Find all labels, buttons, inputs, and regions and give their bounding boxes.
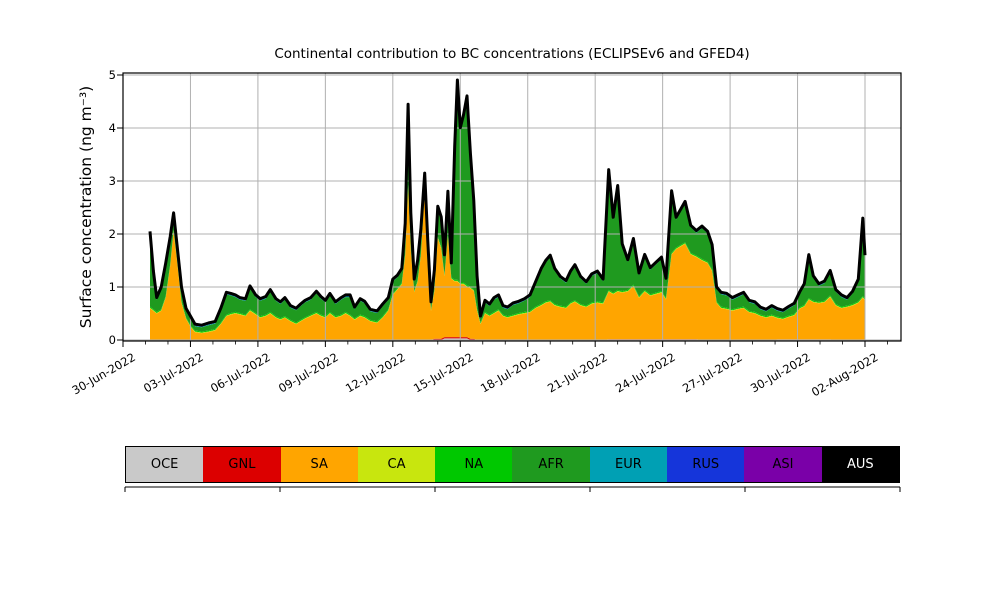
axes-frame (122, 72, 902, 342)
legend-item-ASI: ASI (744, 447, 822, 482)
legend-item-label: SA (310, 457, 328, 472)
area-series-GNL (150, 337, 865, 340)
axis-ticks (117, 74, 888, 347)
y-axis-label: Surface concentration (ng m⁻³) (77, 85, 95, 329)
legend-item-SA: SA (280, 447, 358, 482)
area-series-AUS (150, 80, 865, 326)
area-series-SA (150, 186, 865, 340)
legend-item-AFR: AFR (512, 447, 590, 482)
total-line (148, 78, 867, 327)
legend-item-AUS: AUS (821, 447, 899, 482)
area-series-AFR (150, 82, 865, 332)
legend-item-GNL: GNL (203, 447, 281, 482)
legend-item-label: CA (387, 457, 406, 472)
legend-item-RUS: RUS (667, 447, 745, 482)
legend-item-label: ASI (772, 457, 794, 472)
legend-item-label: NA (464, 457, 484, 472)
stacked-areas (150, 80, 865, 340)
y-tick-label: 5 (108, 67, 116, 82)
legend-item-EUR: EUR (589, 447, 668, 482)
legend-item-label: GNL (228, 457, 256, 472)
y-tick-label: 2 (108, 226, 116, 241)
grid (122, 73, 901, 341)
legend-item-CA: CA (357, 447, 436, 482)
legend-item-label: EUR (615, 457, 642, 472)
legend-strip: OCE GNL SA CA NA AFR EUR RUS ASI AUS (125, 446, 900, 483)
legend-item-label: AUS (846, 457, 874, 472)
legend-item-label: OCE (150, 457, 179, 472)
legend-axis (124, 486, 901, 492)
plot-title: Continental contribution to BC concentra… (274, 46, 750, 62)
y-tick-label: 0 (108, 332, 116, 347)
area-series-ASI (150, 80, 865, 326)
area-series-EUR (150, 81, 865, 328)
legend-item-label: RUS (692, 457, 720, 472)
legend-item-label: AFR (538, 457, 564, 472)
area-series-RUS (150, 80, 865, 327)
y-tick-label: 1 (108, 279, 116, 294)
y-tick-label: 3 (108, 173, 116, 188)
legend-item-NA: NA (435, 447, 513, 482)
legend-item-OCE: OCE (126, 447, 204, 482)
y-tick-label: 4 (108, 120, 116, 135)
